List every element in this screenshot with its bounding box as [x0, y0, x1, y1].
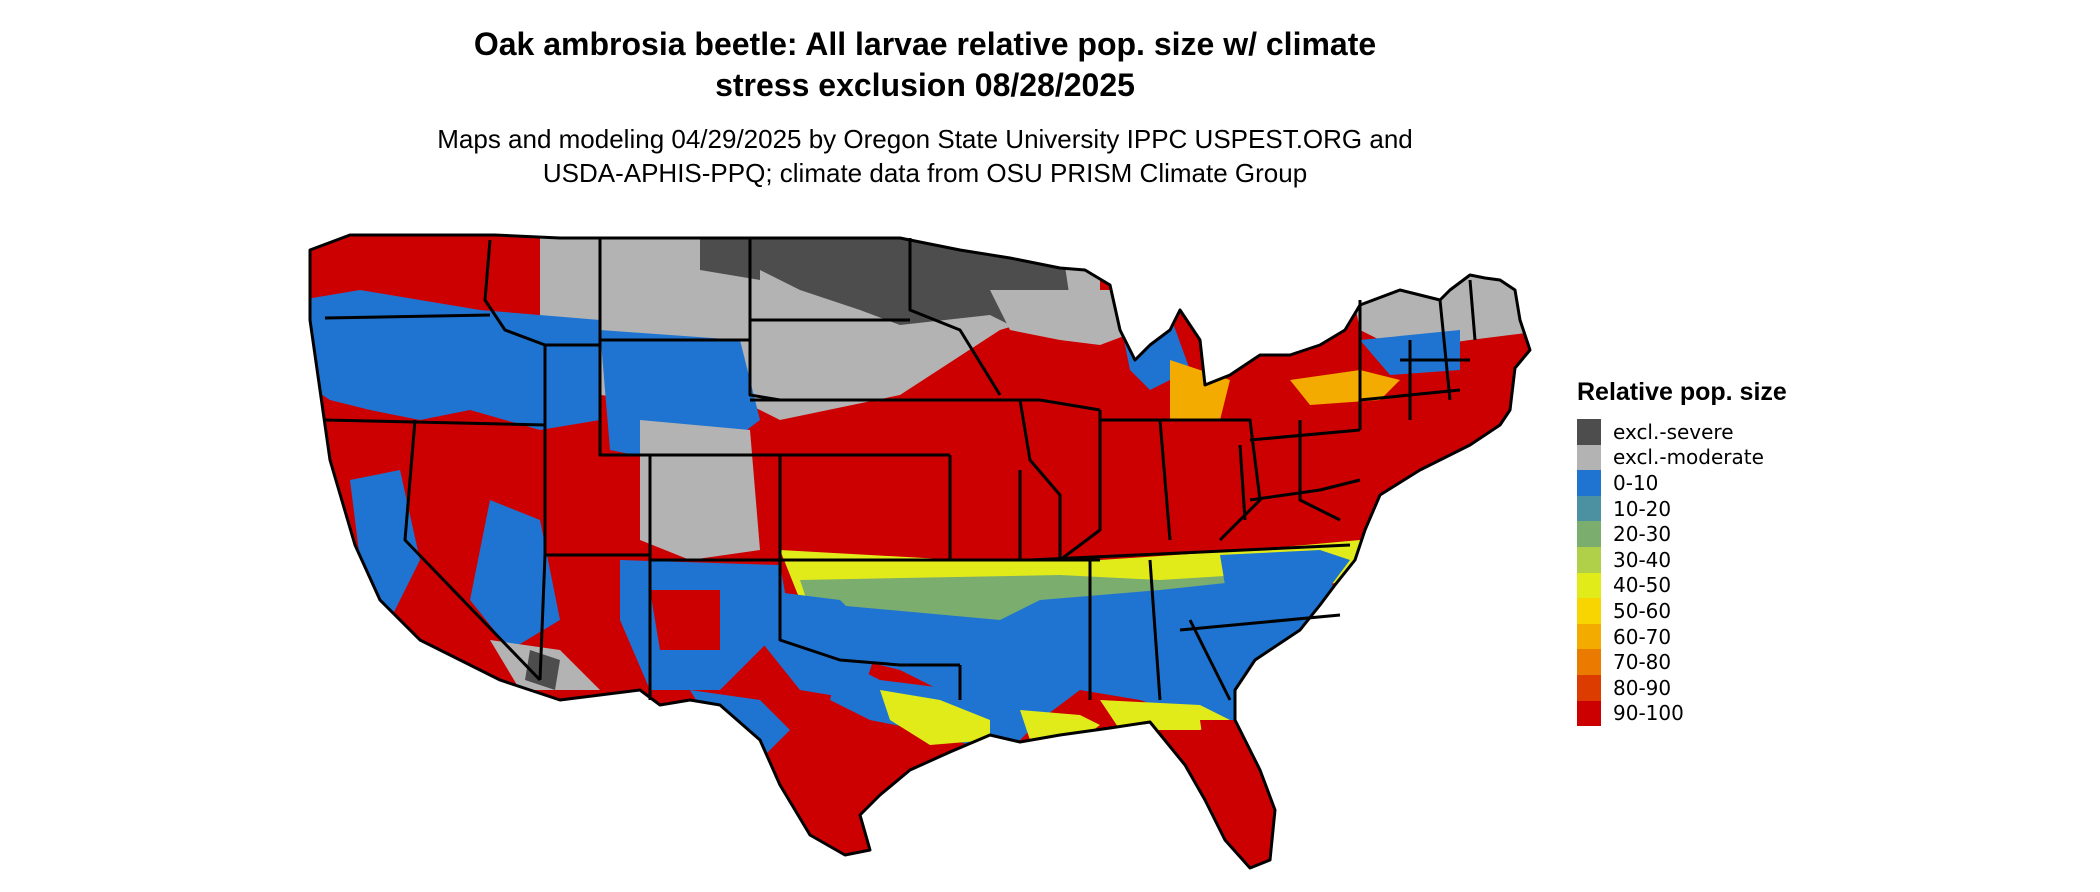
legend-swatch — [1577, 649, 1601, 675]
legend-label: 10-20 — [1613, 496, 1672, 521]
legend-label: 70-80 — [1613, 650, 1672, 675]
legend-swatch — [1577, 700, 1601, 727]
legend-item: 90-100 — [1577, 700, 1787, 727]
legend-item: 10-20 — [1577, 495, 1787, 522]
legend-item: excl.-severe — [1577, 419, 1787, 445]
legend-title: Relative pop. size — [1577, 378, 1787, 406]
legend-item: 70-80 — [1577, 649, 1787, 675]
legend-swatch — [1577, 598, 1601, 624]
legend-swatch — [1577, 623, 1601, 650]
population-raster — [310, 235, 1530, 868]
legend-swatch — [1577, 419, 1601, 445]
legend-item: 0-10 — [1577, 470, 1787, 496]
legend-label: 0-10 — [1613, 470, 1659, 495]
legend-items: excl.-severe excl.-moderate 0-10 10-20 20-30… — [1577, 419, 1787, 727]
state-borders — [308, 233, 1532, 870]
legend-label: 90-100 — [1613, 701, 1684, 726]
legend-item: 50-60 — [1577, 598, 1787, 624]
legend-item: 20-30 — [1577, 521, 1787, 547]
legend-swatch — [1577, 674, 1601, 701]
legend-label: excl.-severe — [1613, 419, 1734, 444]
legend: Relative pop. size excl.-severe excl.-mod… — [1577, 378, 1787, 727]
map-subtitle: Maps and modeling 04/29/2025 by Oregon S… — [437, 124, 1413, 188]
legend-label: 50-60 — [1613, 598, 1672, 623]
legend-swatch — [1577, 470, 1601, 496]
legend-label: 60-70 — [1613, 624, 1672, 649]
legend-item: 30-40 — [1577, 546, 1787, 573]
legend-swatch — [1577, 444, 1601, 471]
legend-swatch — [1577, 572, 1601, 599]
legend-label: 20-30 — [1613, 522, 1672, 547]
legend-label: excl.-moderate — [1613, 445, 1764, 470]
legend-item: 40-50 — [1577, 572, 1787, 599]
legend-item: 80-90 — [1577, 674, 1787, 701]
legend-item: 60-70 — [1577, 623, 1787, 650]
legend-swatch — [1577, 546, 1601, 573]
legend-item: excl.-moderate — [1577, 444, 1787, 471]
legend-swatch — [1577, 521, 1601, 547]
legend-label: 30-40 — [1613, 547, 1672, 572]
map-title: Oak ambrosia beetle: All larvae relative… — [473, 26, 1377, 103]
legend-swatch — [1577, 495, 1601, 522]
legend-label: 40-50 — [1613, 573, 1672, 598]
legend-label: 80-90 — [1613, 675, 1672, 700]
